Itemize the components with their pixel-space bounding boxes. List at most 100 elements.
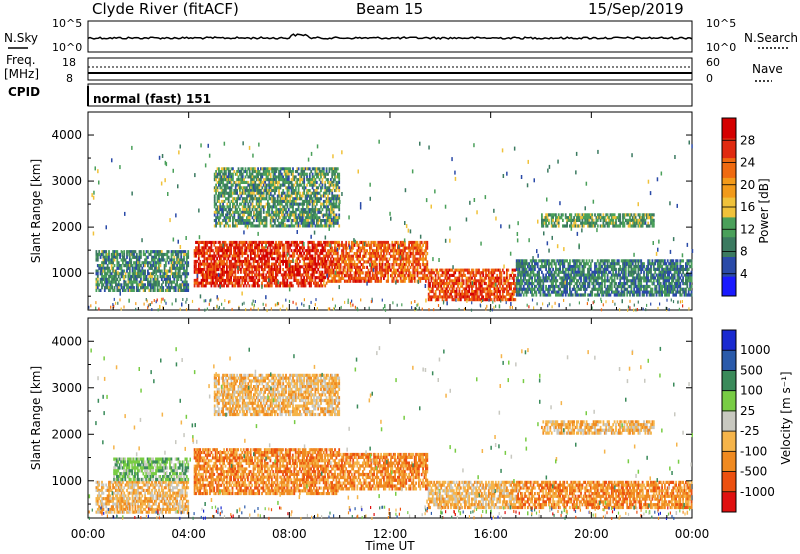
power-cell <box>404 240 406 245</box>
power-cell <box>153 286 156 290</box>
power-cell <box>317 268 320 272</box>
power-cell <box>673 284 676 289</box>
power-cell <box>237 281 239 285</box>
power-cell <box>250 183 252 187</box>
power-cell <box>367 268 370 272</box>
power-cell <box>109 288 112 292</box>
power-cell <box>388 257 391 261</box>
power-cell <box>109 269 112 273</box>
power-cell <box>638 290 641 294</box>
power-cell <box>364 260 367 264</box>
power-cell <box>662 279 665 283</box>
power-cell <box>557 270 560 274</box>
power-cell <box>662 259 665 263</box>
power-cell <box>223 216 226 220</box>
power-cell <box>433 279 436 283</box>
power-cell <box>102 277 105 281</box>
power-cell <box>128 275 131 279</box>
power-cell <box>485 282 487 286</box>
power-cell <box>277 270 280 274</box>
power-cell <box>574 262 577 266</box>
power-cell <box>218 210 220 214</box>
power-cell <box>324 257 327 261</box>
power-cell <box>165 261 167 265</box>
power-cell <box>515 293 518 297</box>
power-cell <box>415 243 417 247</box>
power-cell <box>620 284 623 289</box>
power-cell <box>650 287 652 291</box>
power-cell <box>220 254 223 258</box>
power-cell <box>213 259 216 263</box>
power-cell <box>173 258 176 262</box>
power-cell <box>624 267 627 271</box>
power-cell <box>406 246 409 250</box>
power-cell <box>320 251 322 255</box>
power-cell <box>364 240 367 245</box>
power-cell <box>230 183 233 187</box>
power-cell <box>170 266 173 270</box>
nsearch-label: N.Search <box>744 31 798 45</box>
power-cell <box>244 278 246 282</box>
power-cell <box>249 276 252 280</box>
power-cell <box>212 240 214 244</box>
power-cell <box>601 284 603 289</box>
power-cell <box>522 259 525 263</box>
power-cell <box>465 284 468 288</box>
power-cell <box>408 279 410 283</box>
power-cell <box>276 246 279 250</box>
power-cell <box>178 283 181 287</box>
power-cell <box>106 258 109 262</box>
power-cell <box>423 263 426 267</box>
power-cell <box>152 264 155 268</box>
power-cell <box>209 268 211 272</box>
power-cell <box>514 282 517 286</box>
power-cell <box>534 262 536 266</box>
power-cell <box>531 265 533 269</box>
power-cell <box>177 277 180 281</box>
power-cell <box>587 267 589 271</box>
power-cell <box>341 249 343 253</box>
power-cell <box>293 270 296 274</box>
power-cell <box>248 284 251 288</box>
power-cell <box>328 249 331 253</box>
power-cell <box>169 286 171 290</box>
power-cell <box>452 287 455 291</box>
power-cell <box>612 265 615 269</box>
power-cell <box>445 298 448 302</box>
power-cell <box>669 262 672 266</box>
power-cell <box>239 197 241 201</box>
power-cell <box>506 276 508 280</box>
power-cell <box>515 262 518 266</box>
power-cell <box>165 277 167 281</box>
power-cell <box>335 268 338 272</box>
power-cell <box>299 273 301 277</box>
power-cell <box>397 263 399 267</box>
power-cell <box>213 186 216 190</box>
power-cell <box>392 263 395 267</box>
power-cell <box>293 240 296 244</box>
power-cell <box>419 263 422 267</box>
power-cell <box>96 283 99 287</box>
power-cell <box>584 282 587 286</box>
power-cell <box>241 210 244 214</box>
power-cell <box>541 284 543 289</box>
power-cell <box>510 298 512 302</box>
power-cell <box>500 279 503 283</box>
power-cell <box>202 246 204 250</box>
power-cell <box>254 175 257 179</box>
power-cell <box>177 272 180 276</box>
power-cell <box>152 288 155 292</box>
power-cell <box>376 252 378 256</box>
power-cell <box>401 279 403 283</box>
power-cell <box>378 263 381 267</box>
power-cell <box>276 270 279 274</box>
power-cell <box>279 284 282 288</box>
power-cell <box>137 264 139 268</box>
power-cell <box>308 276 311 280</box>
power-cell <box>585 259 588 263</box>
power-cell <box>275 262 277 266</box>
power-cell <box>524 282 526 286</box>
power-cell <box>228 273 231 277</box>
power-cell <box>234 219 237 223</box>
